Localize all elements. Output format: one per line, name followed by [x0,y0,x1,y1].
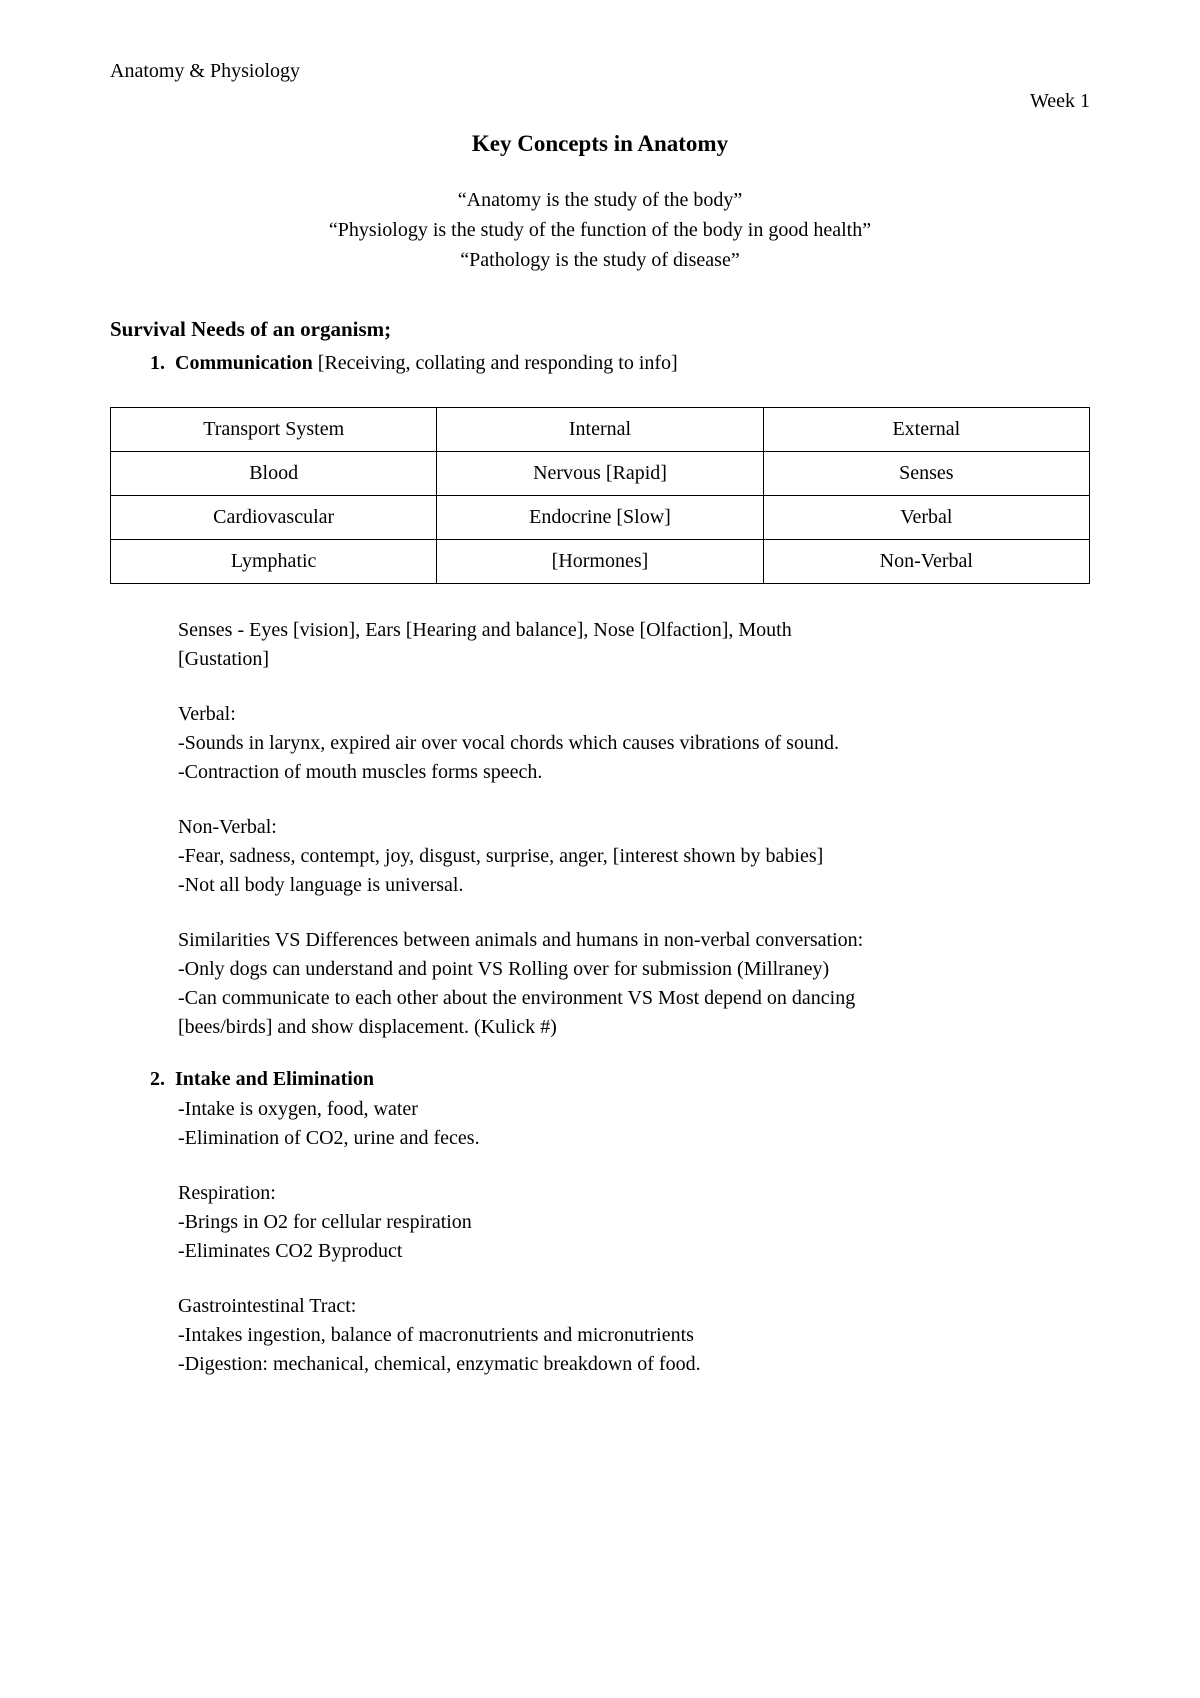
gi-paragraph: Gastrointestinal Tract: -Intakes ingesti… [178,1292,1090,1379]
table-cell: Blood [111,452,437,496]
text-line: -Eliminates CO2 Byproduct [178,1237,1090,1266]
survival-heading: Survival Needs of an organism; [110,317,1090,342]
respiration-paragraph: Respiration: -Brings in O2 for cellular … [178,1179,1090,1266]
quote-line: “Anatomy is the study of the body” [110,185,1090,215]
text-line: -Can communicate to each other about the… [178,984,1090,1013]
text-line: -Fear, sadness, contempt, joy, disgust, … [178,842,1090,871]
text-line: [bees/birds] and show displacement. (Kul… [178,1013,1090,1042]
table-cell: Endocrine [Slow] [437,496,763,540]
table-cell: Senses [763,452,1089,496]
item-label: Intake and Elimination [175,1068,374,1090]
document-page: Anatomy & Physiology Week 1 Key Concepts… [0,0,1200,1698]
communication-table: Transport System Internal External Blood… [110,407,1090,584]
text-line: -Elimination of CO2, urine and feces. [178,1124,1090,1153]
verbal-paragraph: Verbal: -Sounds in larynx, expired air o… [178,700,1090,787]
subheading: Verbal: [178,700,1090,729]
body-content-2: -Intake is oxygen, food, water -Eliminat… [110,1095,1090,1379]
quote-line: “Physiology is the study of the function… [110,215,1090,245]
table-cell: Verbal [763,496,1089,540]
table-cell: Cardiovascular [111,496,437,540]
table-cell: External [763,408,1089,452]
table-row: Lymphatic [Hormones] Non-Verbal [111,540,1090,584]
header-course: Anatomy & Physiology [110,60,1090,83]
text-line: -Not all body language is universal. [178,871,1090,900]
text-line: Senses - Eyes [vision], Ears [Hearing an… [178,616,1090,645]
text-line: -Intakes ingestion, balance of macronutr… [178,1321,1090,1350]
quote-line: “Pathology is the study of disease” [110,245,1090,275]
text-line: [Gustation] [178,645,1090,674]
table-cell: [Hormones] [437,540,763,584]
text-line: -Brings in O2 for cellular respiration [178,1208,1090,1237]
text-line: Similarities VS Differences between anim… [178,926,1090,955]
subheading: Gastrointestinal Tract: [178,1292,1090,1321]
item-label: Communication [175,352,313,374]
text-line: -Only dogs can understand and point VS R… [178,955,1090,984]
table-row: Transport System Internal External [111,408,1090,452]
body-content: Senses - Eyes [vision], Ears [Hearing an… [110,616,1090,1042]
list-item-2: 2. Intake and Elimination [110,1068,1090,1091]
table-cell: Internal [437,408,763,452]
item-detail: [Receiving, collating and responding to … [313,352,678,374]
header-week: Week 1 [1030,90,1090,113]
similarities-paragraph: Similarities VS Differences between anim… [178,926,1090,1042]
table-row: Cardiovascular Endocrine [Slow] Verbal [111,496,1090,540]
quote-block: “Anatomy is the study of the body” “Phys… [110,185,1090,275]
subheading: Non-Verbal: [178,813,1090,842]
table-cell: Transport System [111,408,437,452]
text-line: -Intake is oxygen, food, water [178,1095,1090,1124]
subheading: Respiration: [178,1179,1090,1208]
senses-paragraph: Senses - Eyes [vision], Ears [Hearing an… [178,616,1090,674]
item-number: 1. [150,352,165,374]
table-row: Blood Nervous [Rapid] Senses [111,452,1090,496]
nonverbal-paragraph: Non-Verbal: -Fear, sadness, contempt, jo… [178,813,1090,900]
table-cell: Non-Verbal [763,540,1089,584]
page-title: Key Concepts in Anatomy [110,131,1090,157]
table-cell: Lymphatic [111,540,437,584]
text-line: -Digestion: mechanical, chemical, enzyma… [178,1350,1090,1379]
list-item-1: 1. Communication [Receiving, collating an… [110,352,1090,375]
text-line: -Sounds in larynx, expired air over voca… [178,729,1090,758]
table-cell: Nervous [Rapid] [437,452,763,496]
text-line: -Contraction of mouth muscles forms spee… [178,758,1090,787]
item-number: 2. [150,1068,165,1090]
intake-paragraph: -Intake is oxygen, food, water -Eliminat… [178,1095,1090,1153]
